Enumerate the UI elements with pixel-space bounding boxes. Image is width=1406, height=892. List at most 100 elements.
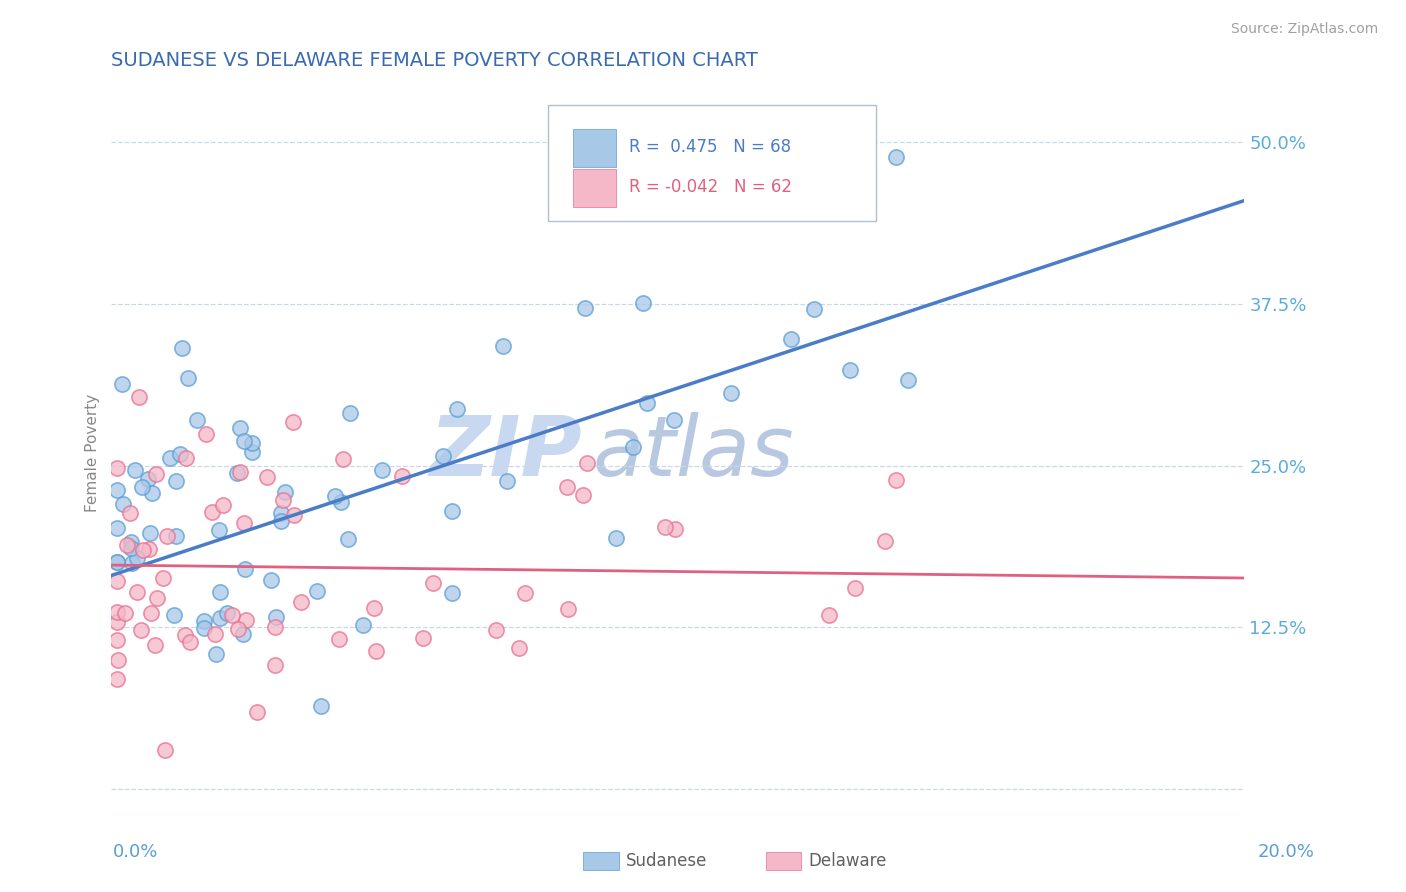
Point: [446, 402, 468, 417]
Point: [179, 634, 201, 648]
Point: [105, 461, 128, 475]
Point: [571, 488, 593, 502]
Point: [124, 463, 146, 477]
Text: SUDANESE VS DELAWARE FEMALE POVERTY CORRELATION CHART: SUDANESE VS DELAWARE FEMALE POVERTY CORR…: [111, 51, 758, 70]
Point: [233, 434, 256, 448]
Point: [105, 483, 128, 497]
FancyBboxPatch shape: [572, 169, 616, 207]
Point: [260, 573, 283, 587]
Point: [105, 615, 128, 629]
Point: [780, 332, 803, 346]
Point: [145, 467, 167, 482]
Point: [233, 562, 256, 576]
Point: [129, 623, 152, 637]
Point: [107, 653, 129, 667]
Point: [290, 595, 312, 609]
Point: [264, 657, 287, 672]
Point: [105, 574, 128, 588]
Point: [720, 386, 742, 401]
Point: [844, 581, 866, 595]
Point: [337, 532, 360, 546]
Point: [232, 627, 254, 641]
Point: [226, 622, 249, 636]
Point: [352, 617, 374, 632]
Point: [422, 576, 444, 591]
Point: [633, 295, 655, 310]
Point: [636, 396, 658, 410]
Point: [163, 608, 186, 623]
Point: [229, 420, 252, 434]
Point: [105, 633, 128, 648]
Point: [371, 463, 394, 477]
Point: [412, 631, 434, 645]
Text: 0.0%: 0.0%: [112, 843, 157, 861]
Point: [229, 465, 252, 479]
Point: [201, 505, 224, 519]
Point: [264, 610, 287, 624]
Point: [127, 584, 149, 599]
Point: [138, 541, 160, 556]
Point: [121, 556, 143, 570]
Point: [186, 412, 208, 426]
Point: [283, 508, 305, 522]
Point: [662, 413, 685, 427]
Point: [221, 608, 243, 623]
Point: [111, 377, 134, 392]
Point: [115, 538, 138, 552]
Point: [193, 614, 215, 628]
Point: [125, 550, 148, 565]
Point: [120, 506, 142, 520]
Point: [574, 301, 596, 315]
Point: [555, 480, 578, 494]
Point: [513, 586, 536, 600]
Point: [256, 470, 278, 484]
Point: [432, 450, 454, 464]
Point: [105, 672, 128, 686]
Point: [576, 457, 599, 471]
Text: 20.0%: 20.0%: [1258, 843, 1315, 861]
Point: [212, 498, 235, 512]
Point: [136, 472, 159, 486]
Point: [143, 638, 166, 652]
Point: [273, 493, 295, 508]
Point: [246, 705, 269, 719]
Text: R =  0.475   N = 68: R = 0.475 N = 68: [630, 138, 792, 156]
FancyBboxPatch shape: [547, 105, 876, 221]
Point: [496, 475, 519, 489]
Point: [141, 485, 163, 500]
Point: [621, 440, 644, 454]
Point: [215, 606, 238, 620]
Point: [111, 497, 134, 511]
Point: [114, 606, 136, 620]
Point: [485, 624, 508, 638]
Text: Sudanese: Sudanese: [626, 852, 707, 870]
Point: [159, 451, 181, 466]
Point: [208, 523, 231, 537]
Point: [491, 339, 513, 353]
Point: [873, 534, 896, 549]
Point: [897, 373, 920, 387]
Point: [193, 621, 215, 635]
Text: atlas: atlas: [593, 412, 794, 493]
Text: R = -0.042   N = 62: R = -0.042 N = 62: [630, 178, 792, 196]
Point: [120, 541, 142, 556]
FancyBboxPatch shape: [572, 129, 616, 167]
Point: [139, 526, 162, 541]
Point: [155, 743, 177, 757]
Point: [165, 529, 187, 543]
Point: [508, 641, 530, 656]
Point: [176, 370, 198, 384]
Point: [307, 584, 329, 599]
Point: [270, 506, 292, 520]
Point: [339, 406, 361, 420]
Point: [654, 520, 676, 534]
Point: [838, 362, 860, 376]
Point: [818, 608, 841, 623]
Point: [205, 647, 228, 661]
Point: [391, 469, 413, 483]
Point: [128, 390, 150, 404]
Point: [235, 613, 257, 627]
Point: [240, 435, 263, 450]
Point: [330, 495, 353, 509]
Point: [146, 591, 169, 606]
